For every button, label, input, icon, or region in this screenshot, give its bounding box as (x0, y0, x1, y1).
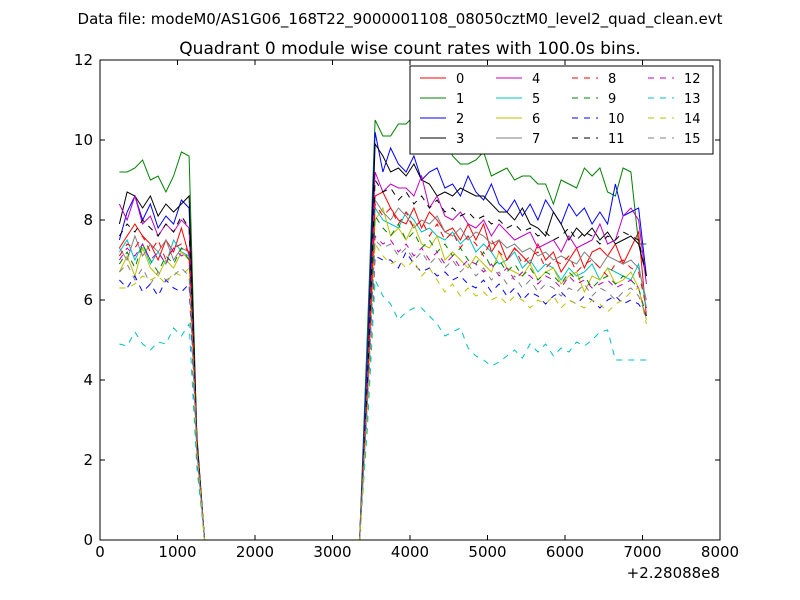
y-tick-label: 0 (83, 531, 93, 549)
series-line-8 (118, 202, 647, 541)
legend-label-11: 11 (608, 132, 625, 147)
y-tick-label: 10 (74, 131, 93, 149)
legend-label-8: 8 (608, 72, 616, 87)
x-tick-label: 3000 (313, 543, 351, 561)
legend-label-10: 10 (608, 112, 625, 127)
y-tick-label: 8 (83, 211, 93, 229)
legend-label-15: 15 (684, 132, 701, 147)
legend-label-13: 13 (684, 92, 701, 107)
legend-label-3: 3 (456, 132, 464, 147)
legend-label-1: 1 (456, 92, 464, 107)
x-tick-label: 5000 (468, 543, 506, 561)
chart-suptitle: Data file: modeM0/AS1G06_168T22_90000011… (78, 10, 723, 29)
x-tick-label: 8000 (701, 543, 739, 561)
legend-frame (409, 65, 714, 155)
legend-label-9: 9 (608, 92, 616, 107)
x-tick-label: 1000 (158, 543, 196, 561)
axes-layer: 0 1000 2000 3000 4000 5000 6000 7000 80000246810… (74, 51, 739, 561)
y-tick-label: 2 (83, 451, 93, 469)
x-tick-label: 4000 (391, 543, 429, 561)
x-tick-label: 2000 (236, 543, 274, 561)
legend-label-12: 12 (684, 72, 701, 87)
legend-label-7: 7 (532, 132, 540, 147)
legend-label-2: 2 (456, 112, 464, 127)
x-tick-label: 7000 (623, 543, 661, 561)
legend-label-4: 4 (532, 72, 540, 87)
legend-label-5: 5 (532, 92, 540, 107)
legend-label-0: 0 (456, 72, 464, 87)
chart-title: Quadrant 0 module wise count rates with … (179, 39, 640, 59)
x-tick-label: 0 (95, 543, 105, 561)
legend-label-6: 6 (532, 112, 540, 127)
y-tick-label: 4 (83, 371, 93, 389)
x-tick-label: 6000 (546, 543, 584, 561)
y-tick-label: 6 (83, 291, 93, 309)
y-tick-label: 12 (74, 51, 93, 69)
x-offset-text: +2.28088e8 (627, 564, 720, 582)
legend-label-14: 14 (684, 112, 701, 127)
